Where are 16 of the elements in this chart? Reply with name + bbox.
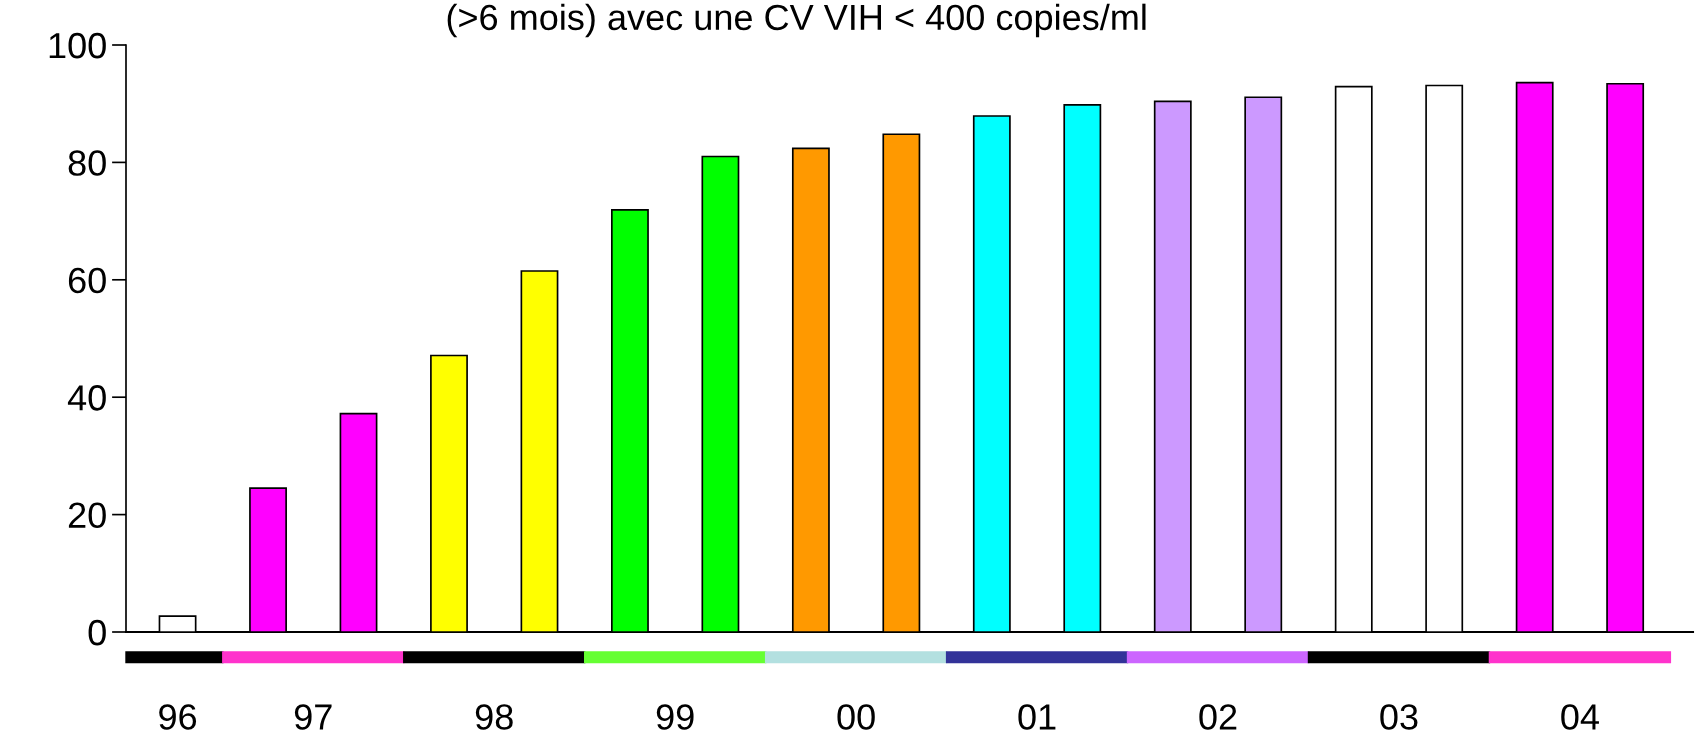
text: 96 — [159, 704, 197, 730]
y-tick-label: 60 — [68, 267, 106, 294]
y-tick-label: 20 — [68, 502, 106, 529]
text: 98 — [475, 704, 513, 730]
text: 00 — [837, 704, 875, 730]
y-tick-label: 0 — [88, 619, 106, 646]
y-tick-label: 80 — [68, 150, 106, 176]
text: 97 — [294, 704, 332, 730]
text: 04 — [1561, 704, 1599, 730]
chart-title: (>6 mois) avec une CV VIH < 400 copies/ml — [447, 3, 1146, 38]
y-tick-label: 40 — [67, 385, 106, 411]
text: 03 — [1380, 704, 1418, 730]
text: 02 — [1199, 704, 1237, 730]
text: 01 — [1018, 704, 1056, 730]
text: 99 — [656, 704, 694, 730]
y-tick-label: 100 — [49, 32, 106, 59]
